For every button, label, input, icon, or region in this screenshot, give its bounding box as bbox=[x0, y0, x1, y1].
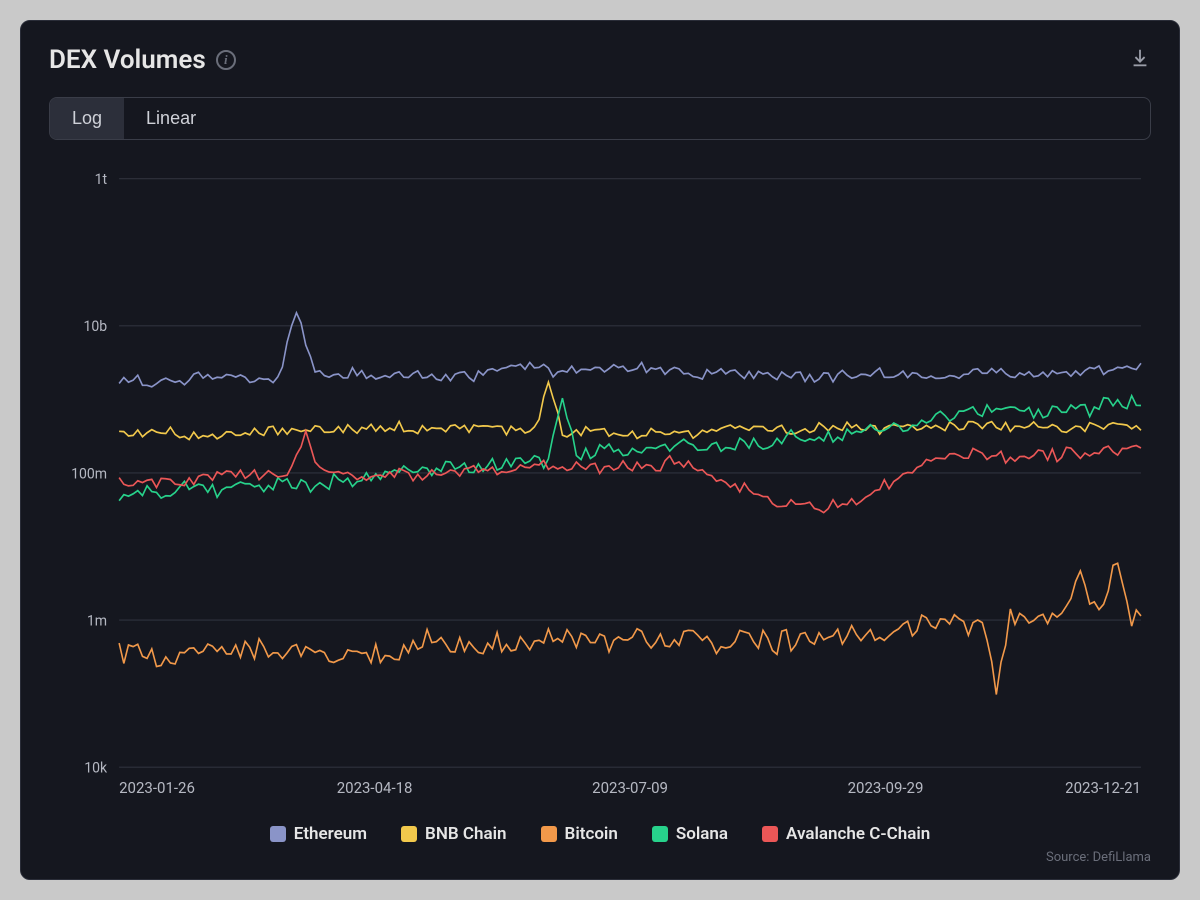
info-icon[interactable]: i bbox=[216, 50, 236, 70]
chart-svg: 1t 10b 100m 1m 10k 2023-01-26 2023-04-18 2023-0… bbox=[49, 168, 1151, 810]
y-tick-label: 10k bbox=[84, 759, 107, 777]
x-tick-label: 2023-07-09 bbox=[592, 778, 668, 797]
series-line bbox=[119, 431, 1141, 513]
series-line bbox=[119, 563, 1141, 694]
legend-item[interactable]: Bitcoin bbox=[541, 824, 618, 844]
scale-log-button[interactable]: Log bbox=[50, 98, 124, 139]
title-wrap: DEX Volumes i bbox=[49, 45, 236, 75]
legend-swatch bbox=[270, 826, 286, 842]
chart-title: DEX Volumes bbox=[49, 45, 206, 75]
series-line bbox=[119, 313, 1141, 387]
x-tick-label: 2023-04-18 bbox=[337, 778, 413, 797]
legend-item[interactable]: Ethereum bbox=[270, 824, 367, 844]
legend-label: Solana bbox=[676, 824, 728, 844]
legend-label: BNB Chain bbox=[425, 824, 506, 844]
y-tick-label: 10b bbox=[83, 318, 107, 336]
download-icon[interactable] bbox=[1129, 47, 1151, 73]
scale-linear-button[interactable]: Linear bbox=[124, 98, 218, 139]
legend-swatch bbox=[401, 826, 417, 842]
chart-area: 1t 10b 100m 1m 10k 2023-01-26 2023-04-18 2023-0… bbox=[49, 168, 1151, 810]
y-tick-label: 1m bbox=[87, 612, 107, 630]
x-tick-label: 2023-09-29 bbox=[848, 778, 924, 797]
legend-label: Bitcoin bbox=[565, 824, 618, 844]
legend-swatch bbox=[762, 826, 778, 842]
series-line bbox=[119, 396, 1141, 501]
legend-swatch bbox=[652, 826, 668, 842]
legend-item[interactable]: Solana bbox=[652, 824, 728, 844]
legend-item[interactable]: BNB Chain bbox=[401, 824, 506, 844]
header-row: DEX Volumes i bbox=[49, 45, 1151, 75]
legend-item[interactable]: Avalanche C-Chain bbox=[762, 824, 930, 844]
x-tick-label: 2023-01-26 bbox=[119, 778, 195, 797]
legend-label: Ethereum bbox=[294, 824, 367, 844]
legend-label: Avalanche C-Chain bbox=[786, 824, 930, 844]
legend: Ethereum BNB Chain Bitcoin Solana Avalanche … bbox=[49, 824, 1151, 844]
chart-card: DEX Volumes i Log Linear 1t 10b 100m 1m 10k 2… bbox=[20, 20, 1180, 880]
source-label: Source: DefiLlama bbox=[49, 850, 1151, 865]
legend-swatch bbox=[541, 826, 557, 842]
y-tick-label: 100m bbox=[71, 465, 107, 483]
y-tick-label: 1t bbox=[95, 171, 108, 189]
series-line bbox=[119, 382, 1141, 439]
x-tick-label: 2023-12-21 bbox=[1065, 778, 1141, 797]
scale-toggle: Log Linear bbox=[49, 97, 1151, 140]
